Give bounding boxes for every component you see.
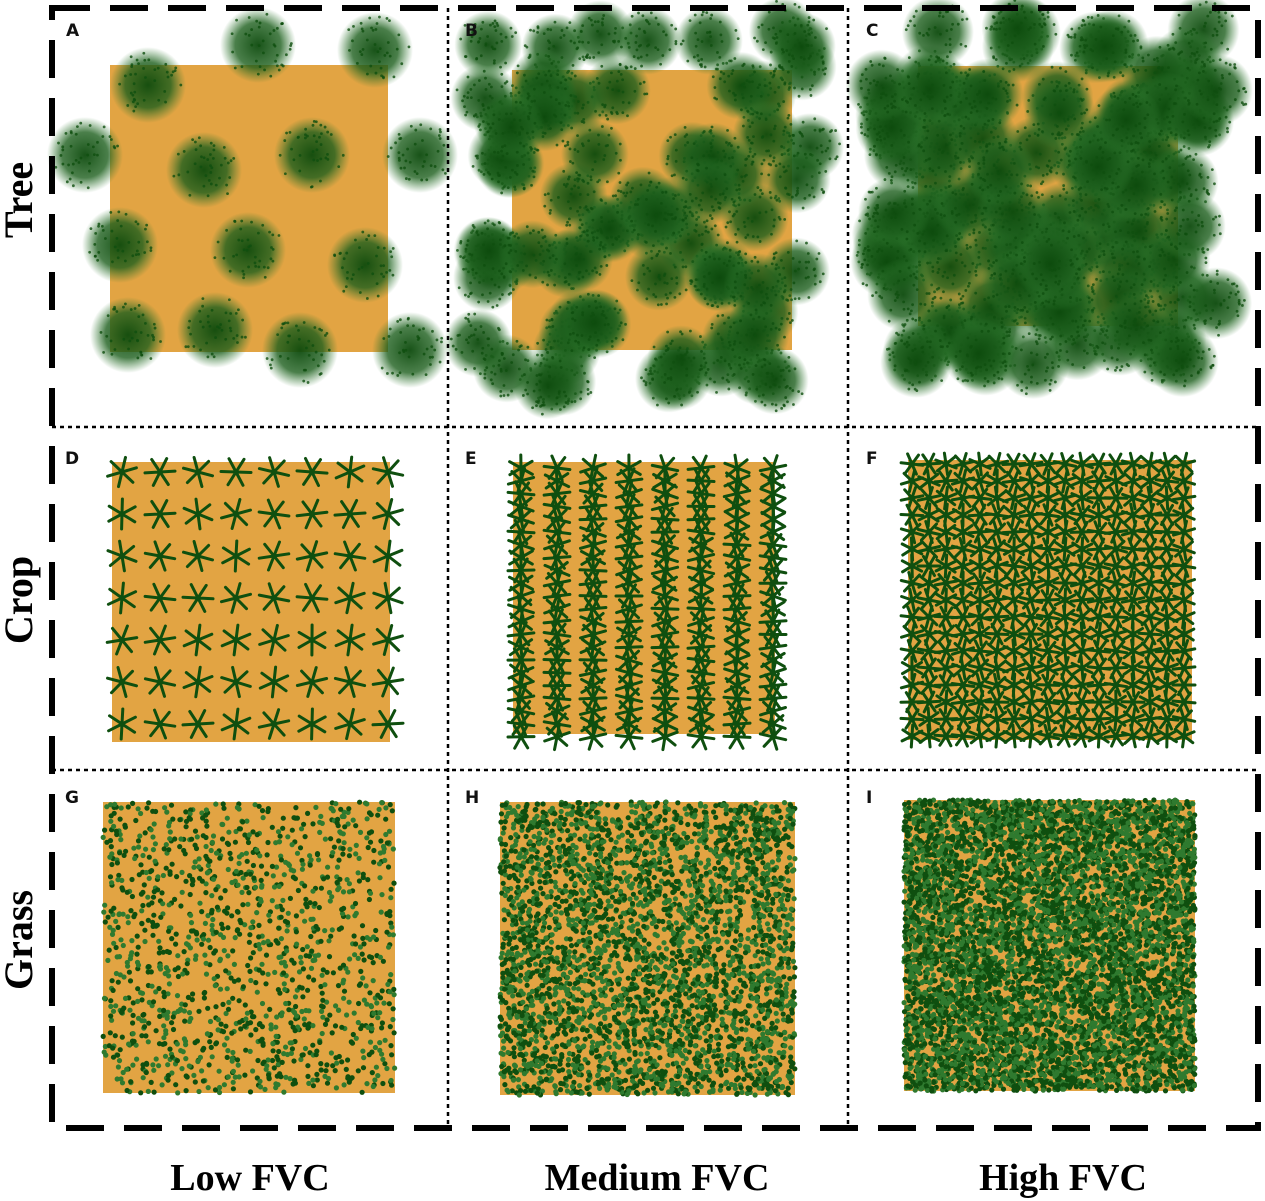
tree-crown — [90, 297, 166, 373]
tree-crown — [1181, 54, 1253, 126]
column-label-low-fvc: Low FVC — [170, 1157, 329, 1199]
row-label-tree: Tree — [0, 162, 41, 238]
tree-crown — [723, 253, 791, 321]
panel-letter-a: A — [66, 21, 80, 41]
panel-letter-c: C — [866, 21, 878, 41]
tree-crown — [1180, 267, 1252, 339]
tree-crown — [477, 94, 545, 162]
tree-crown — [964, 135, 1036, 207]
tree-crown — [942, 318, 1014, 390]
panel-letter-h: H — [465, 788, 479, 808]
tree-crown — [625, 243, 693, 311]
panel-letter-g: G — [65, 788, 79, 808]
tree-crown — [337, 12, 413, 88]
row-label-grass: Grass — [0, 890, 41, 990]
tree-crown — [220, 7, 296, 83]
tree-crown — [560, 289, 628, 357]
column-label-high-fvc: High FVC — [979, 1157, 1147, 1199]
tree-crown — [1069, 11, 1141, 83]
tree-crown — [262, 312, 338, 388]
tree-crown — [858, 177, 930, 249]
column-label-medium-fvc: Medium FVC — [545, 1157, 770, 1199]
panel-letter-d: D — [65, 449, 79, 469]
tree-crown — [177, 292, 253, 368]
tree-crown — [583, 56, 651, 124]
tree-crown — [372, 312, 448, 388]
panel-a — [47, 7, 458, 388]
tree-crown — [274, 117, 350, 193]
row-label-crop: Crop — [0, 556, 41, 644]
tree-crown — [676, 156, 744, 224]
tree-crown — [82, 207, 158, 283]
tree-crown — [327, 227, 403, 303]
panel-b — [444, 0, 844, 419]
tree-crown — [514, 351, 582, 419]
tree-crown — [1154, 190, 1226, 262]
panel-f — [901, 453, 1195, 747]
tree-crown — [763, 145, 831, 213]
tree-crown — [768, 12, 836, 80]
tree-crown — [166, 132, 242, 208]
panel-h — [497, 799, 797, 1097]
panel-letter-e: E — [465, 449, 477, 469]
panel-i — [901, 797, 1197, 1093]
panel-g — [101, 800, 398, 1096]
tree-crown — [867, 259, 939, 331]
tree-crown — [47, 117, 123, 193]
panel-letter-b: B — [465, 21, 478, 41]
panel-letter-f: F — [866, 449, 878, 469]
tree-crown — [1090, 84, 1162, 156]
panel-letter-i: I — [866, 788, 872, 808]
tree-crown — [498, 220, 566, 288]
tree-crown — [382, 117, 458, 193]
tree-crown — [880, 326, 952, 398]
panel-e — [508, 455, 786, 750]
panel-c — [845, 0, 1252, 399]
panel-d — [107, 457, 403, 742]
tree-crown — [110, 47, 186, 123]
tree-crown — [444, 309, 512, 377]
tree-crown — [1101, 289, 1173, 361]
tree-crown — [647, 325, 715, 393]
tree-crown — [741, 346, 809, 414]
tree-crown — [210, 212, 286, 288]
tree-crown — [952, 58, 1024, 130]
